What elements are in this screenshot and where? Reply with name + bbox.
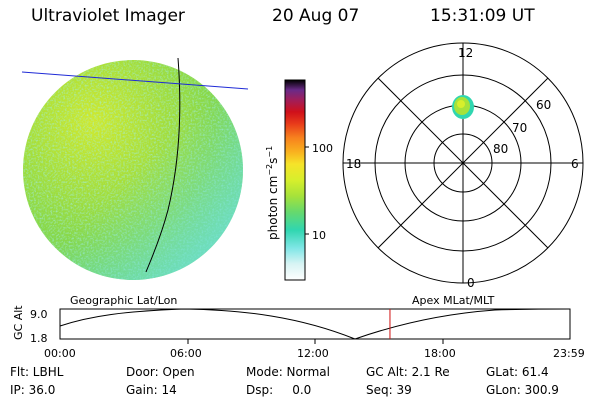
- orbit-y-bottom: 1.8: [30, 332, 48, 345]
- orbit-x-tick-0: 00:00: [44, 347, 76, 360]
- mlt-label-18: 18: [346, 157, 361, 171]
- mlt-label-12: 12: [458, 46, 473, 60]
- orbit-altitude-curve: [59, 308, 571, 340]
- info-gc-altitude: GC Alt: 2.1 Re: [366, 365, 450, 379]
- orbit-x-tick-4: 23:59: [553, 347, 585, 360]
- mlt-label-0: 0: [467, 276, 475, 290]
- colorbar-label-10: 10: [312, 229, 326, 242]
- info-geo-latitude: GLat: 61.4: [486, 365, 549, 379]
- colorbar-units-label: photon cm−2s−1: [265, 146, 280, 240]
- info-gain: Gain: 14: [126, 383, 177, 397]
- orbit-plot-frame: [59, 308, 571, 340]
- auroral-spot: [452, 95, 474, 119]
- mlt-label-6: 6: [571, 157, 579, 171]
- info-ip: IP: 36.0: [10, 383, 56, 397]
- orbit-left-title: Geographic Lat/Lon: [70, 294, 177, 307]
- info-door: Door: Open: [126, 365, 195, 379]
- colorbar-label-100: 100: [312, 142, 333, 155]
- info-sequence: Seq: 39: [366, 383, 412, 397]
- mlat-label-60: 60: [536, 98, 551, 112]
- terminator-line: [145, 57, 181, 273]
- orbit-x-tick-1: 06:00: [170, 347, 202, 360]
- mlat-label-80: 80: [493, 142, 508, 156]
- earth-disk-image: [21, 57, 249, 280]
- instrument-title: Ultraviolet Imager: [31, 6, 185, 26]
- orbit-y-top: 9.0: [30, 308, 48, 321]
- mlat-label-70: 70: [512, 121, 527, 135]
- info-dsp: Dsp: 0.0: [246, 383, 312, 397]
- info-geo-longitude: GLon: 300.9: [486, 383, 559, 397]
- polar-plot: [342, 42, 584, 284]
- orbit-x-tick-2: 12:00: [297, 347, 329, 360]
- geographic-line: [21, 71, 249, 90]
- orbit-ylabel: GC Alt: [12, 305, 25, 340]
- header-time: 15:31:09 UT: [430, 6, 535, 26]
- info-mode: Mode: Normal: [246, 365, 330, 379]
- header-date: 20 Aug 07: [272, 6, 360, 26]
- color-bar: [284, 79, 306, 281]
- info-filter: Flt: LBHL: [10, 365, 64, 379]
- orbit-right-title: Apex MLat/MLT: [412, 294, 495, 307]
- orbit-x-tick-3: 18:00: [424, 347, 456, 360]
- polar-diagonal-b: [377, 77, 549, 249]
